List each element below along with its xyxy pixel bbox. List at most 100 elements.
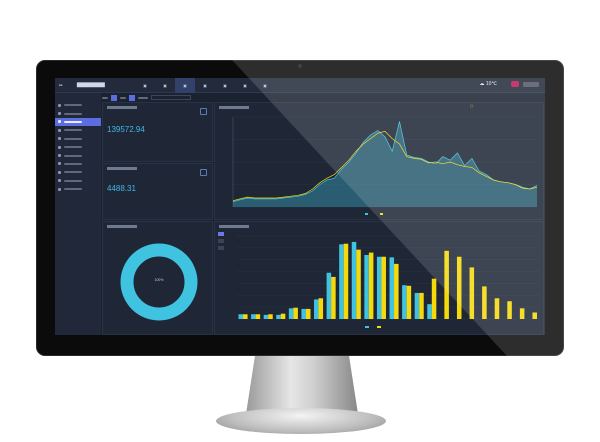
bar[interactable] [339, 244, 344, 319]
bar[interactable] [389, 257, 395, 319]
bar[interactable] [343, 243, 349, 319]
bar[interactable] [276, 314, 281, 319]
filter-button[interactable] [129, 94, 135, 101]
bar[interactable] [364, 254, 369, 319]
app-title: ▇▇▇▇▇▇▇▇ [77, 82, 105, 87]
bar[interactable] [469, 267, 475, 319]
chart-toggle-button[interactable] [218, 239, 224, 243]
date-picker[interactable] [151, 95, 191, 100]
chart-toggle-button[interactable] [218, 246, 224, 250]
nav-item[interactable]: ▣ [175, 78, 195, 93]
sidebar-item[interactable] [55, 185, 101, 193]
bar[interactable] [376, 256, 382, 319]
legend-swatch[interactable] [365, 213, 368, 215]
bar[interactable] [356, 249, 361, 319]
bar[interactable] [331, 276, 336, 319]
tools-icon: ▣ [163, 83, 167, 88]
bar[interactable] [456, 256, 462, 319]
user-menu[interactable] [523, 82, 539, 87]
nav-item[interactable]: ▣ [255, 78, 275, 93]
sidebar-item[interactable] [55, 117, 101, 127]
list-icon [58, 137, 61, 141]
kpi-value: 139572.94 [107, 125, 145, 134]
bar[interactable] [314, 299, 319, 319]
user-icon: ▣ [223, 83, 227, 88]
bar[interactable] [494, 298, 500, 319]
sidebar-item-label [64, 171, 82, 174]
bar[interactable] [482, 286, 487, 319]
bar[interactable] [301, 308, 306, 319]
monitor-base [216, 408, 386, 434]
sidebar-item[interactable] [55, 160, 101, 168]
series-line [232, 121, 538, 202]
bar[interactable] [444, 250, 449, 319]
bar[interactable] [263, 314, 269, 319]
bar[interactable] [368, 252, 374, 319]
bar[interactable] [427, 304, 432, 319]
trend-panel [214, 102, 544, 220]
sidebar-item[interactable] [55, 109, 101, 117]
dashboard-icon: ▣ [143, 83, 147, 88]
bar[interactable] [268, 314, 273, 319]
bulb-icon: ◯ [470, 104, 474, 108]
bar[interactable] [326, 272, 332, 319]
calendar-icon [58, 154, 61, 158]
series-line [232, 131, 538, 202]
nav-item[interactable]: ▣ [215, 78, 235, 93]
top-bar: ■■ ▇▇▇▇▇▇▇▇ ▣ ▣ ▣ ▣ ▣ ▣ ▣ ☁ 10℃ [55, 78, 545, 93]
nav-item[interactable]: ▣ [155, 78, 175, 93]
bar[interactable] [293, 307, 298, 319]
bar[interactable] [431, 278, 437, 319]
bar[interactable] [507, 301, 512, 319]
nav-item[interactable]: ▣ [195, 78, 215, 93]
chart-icon [58, 112, 61, 116]
bar[interactable] [381, 256, 386, 319]
kpi-value: 4488.31 [107, 184, 136, 193]
bar[interactable] [394, 263, 399, 319]
sidebar-item[interactable] [55, 101, 101, 109]
legend-swatch[interactable] [377, 326, 381, 328]
bar[interactable] [414, 292, 420, 319]
bar-panel [214, 221, 544, 335]
sidebar-item[interactable] [55, 126, 101, 134]
chart-toggle-button[interactable] [218, 232, 224, 236]
notice-popup[interactable]: ◯ [470, 104, 538, 120]
sidebar-item[interactable] [55, 168, 101, 176]
bar[interactable] [280, 313, 286, 319]
sidebar-item[interactable] [55, 135, 101, 143]
sidebar-item[interactable] [55, 151, 101, 159]
bar[interactable] [288, 308, 294, 319]
bar[interactable] [251, 314, 256, 319]
bar[interactable] [532, 312, 537, 319]
notification-badge[interactable] [511, 81, 519, 87]
bar[interactable] [419, 292, 424, 319]
nav-item[interactable]: ▣ [235, 78, 255, 93]
sidebar-item[interactable] [55, 177, 101, 185]
legend-swatch[interactable] [380, 213, 383, 215]
sidebar [55, 93, 101, 335]
bar[interactable] [243, 314, 248, 319]
doc-icon [58, 179, 61, 183]
filter-button[interactable] [111, 94, 117, 101]
bar[interactable] [519, 308, 525, 319]
home-icon [58, 103, 61, 107]
sidebar-item[interactable] [55, 143, 101, 151]
bar[interactable] [305, 308, 311, 319]
bar[interactable] [238, 314, 244, 319]
kpi-icon [200, 108, 207, 115]
bar[interactable] [255, 314, 261, 319]
dashboard-screen: ■■ ▇▇▇▇▇▇▇▇ ▣ ▣ ▣ ▣ ▣ ▣ ▣ ☁ 10℃ 139572.94 4488… [55, 78, 545, 335]
camera [298, 64, 302, 68]
nav-item[interactable]: ▣ [135, 78, 155, 93]
sidebar-select[interactable] [55, 93, 101, 101]
bar[interactable] [402, 285, 407, 319]
file-icon [58, 187, 61, 191]
bar[interactable] [406, 285, 412, 319]
bar[interactable] [318, 298, 324, 319]
legend-swatch[interactable] [365, 326, 369, 328]
donut-chart: 100% [120, 243, 198, 321]
bar[interactable] [351, 241, 357, 319]
donut-panel: 100% [102, 221, 213, 335]
filter-label [120, 96, 126, 99]
filter-label [102, 96, 108, 99]
